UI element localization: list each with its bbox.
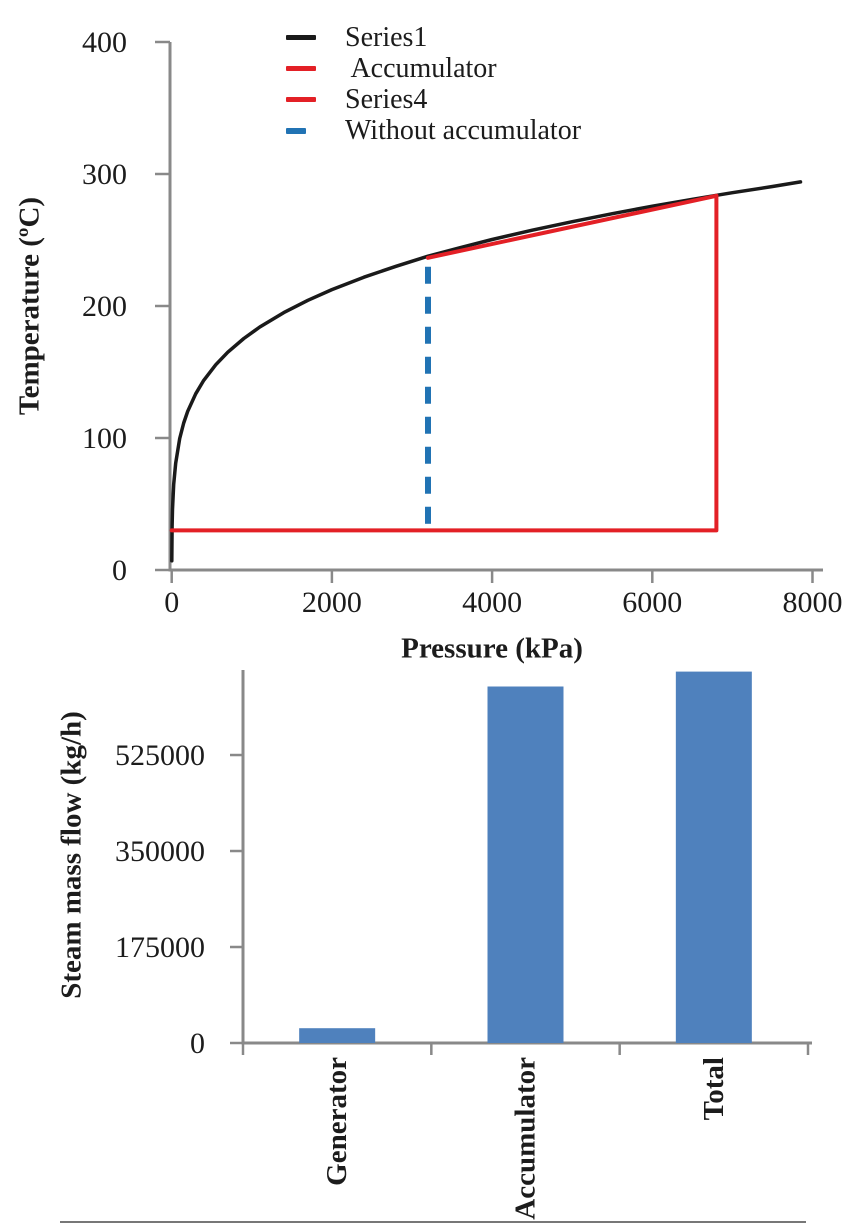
chart2-category-label-accumulator: Accumulator [510, 1057, 542, 1220]
accumulator-line-swatch-icon [286, 66, 316, 71]
legend-swatch-box [286, 97, 316, 102]
chart1-legend: Series1 Accumulator Series4 Without accu… [286, 22, 581, 146]
legend-label: Without accumulator [345, 115, 582, 146]
legend-swatch-box [286, 127, 316, 134]
bar-accumulator [487, 686, 564, 1043]
chart1-y-tick-label: 400 [82, 26, 127, 59]
series-accumulator [426, 193, 719, 260]
series-series4 [169, 193, 719, 533]
chart1-y-tick-label: 300 [82, 158, 127, 191]
legend-item-series4: Series4 [286, 84, 581, 115]
chart2-y-tick-label: 0 [190, 1027, 205, 1060]
chart1-y-tick-label: 200 [82, 290, 127, 323]
chart2-y-tick-label: 525000 [115, 739, 205, 772]
chart1-x-tick-label: 2000 [302, 586, 362, 619]
chart1-y-tick-label: 100 [82, 422, 127, 455]
chart2-y-tick-label: 175000 [115, 931, 205, 964]
legend-item-without-accumulator: Without accumulator [286, 115, 581, 146]
chart1-x-tick-label: 8000 [783, 586, 843, 619]
chart1-y-tick-label: 0 [112, 554, 127, 587]
chart2-y-tick-label: 350000 [115, 835, 205, 868]
legend-label: Series1 [345, 22, 428, 53]
legend-label: Accumulator [345, 53, 497, 84]
chart1-x-tick-label: 6000 [622, 586, 682, 619]
series4-line-swatch-icon [286, 97, 316, 102]
chart2-category-label-total: Total [698, 1057, 730, 1120]
chart1-x-tick-label: 4000 [462, 586, 522, 619]
chart2-category-label-generator: Generator [321, 1057, 353, 1186]
legend-swatch-box [286, 66, 316, 71]
legend-swatch-box [286, 35, 316, 40]
chart1-x-axis-title: Pressure (kPa) [401, 632, 583, 665]
legend-item-series1: Series1 [286, 22, 581, 53]
legend-label: Series4 [345, 84, 428, 115]
without-accumulator-dash-swatch-icon [286, 127, 306, 134]
chart1-x-tick-label: 0 [164, 586, 179, 619]
series1-line-swatch-icon [286, 35, 316, 40]
bar-generator [299, 1028, 376, 1043]
legend-item-accumulator: Accumulator [286, 53, 581, 84]
series-series1 [170, 180, 803, 563]
bar-total [675, 671, 752, 1043]
